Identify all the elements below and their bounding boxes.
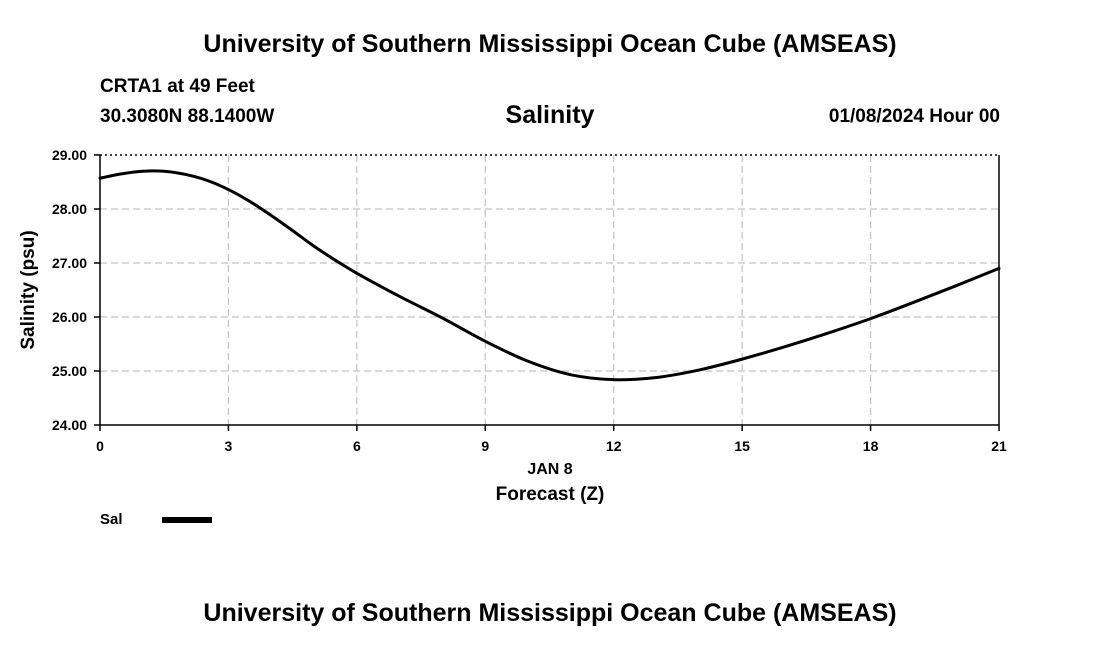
y-tick-label: 25.00 [52,363,87,379]
x-axis-date-label: JAN 8 [527,461,572,478]
x-tick-label: 21 [991,438,1007,454]
x-tick-label: 12 [606,438,622,454]
y-tick-label: 28.00 [52,201,87,217]
x-axis-title: Forecast (Z) [496,484,605,505]
x-tick-label: 3 [225,438,233,454]
station-label: CRTA1 at 49 Feet [100,76,255,97]
legend-line-swatch [162,517,212,523]
series-line-sal [98,169,1001,382]
coordinates-label: 30.3080N 88.1400W [100,106,275,127]
y-tick-label: 26.00 [52,309,87,325]
y-tick-label: 27.00 [52,255,87,271]
y-tick-label: 29.00 [52,147,87,163]
x-tick-label: 9 [481,438,489,454]
y-tick-label: 24.00 [52,417,87,433]
variable-title: Salinity [505,101,595,129]
forecast-datetime: 01/08/2024 Hour 00 [828,106,1000,127]
y-axis-title: Salinity (psu) [18,230,39,349]
footer-title: University of Southern Mississippi Ocean… [203,599,897,627]
legend-label: Sal [100,511,123,528]
chart-main-title: University of Southern Mississippi Ocean… [203,30,897,58]
x-tick-label: 6 [353,438,361,454]
x-tick-label: 18 [863,438,879,454]
x-tick-label: 15 [734,438,750,454]
x-tick-label: 0 [96,438,104,454]
